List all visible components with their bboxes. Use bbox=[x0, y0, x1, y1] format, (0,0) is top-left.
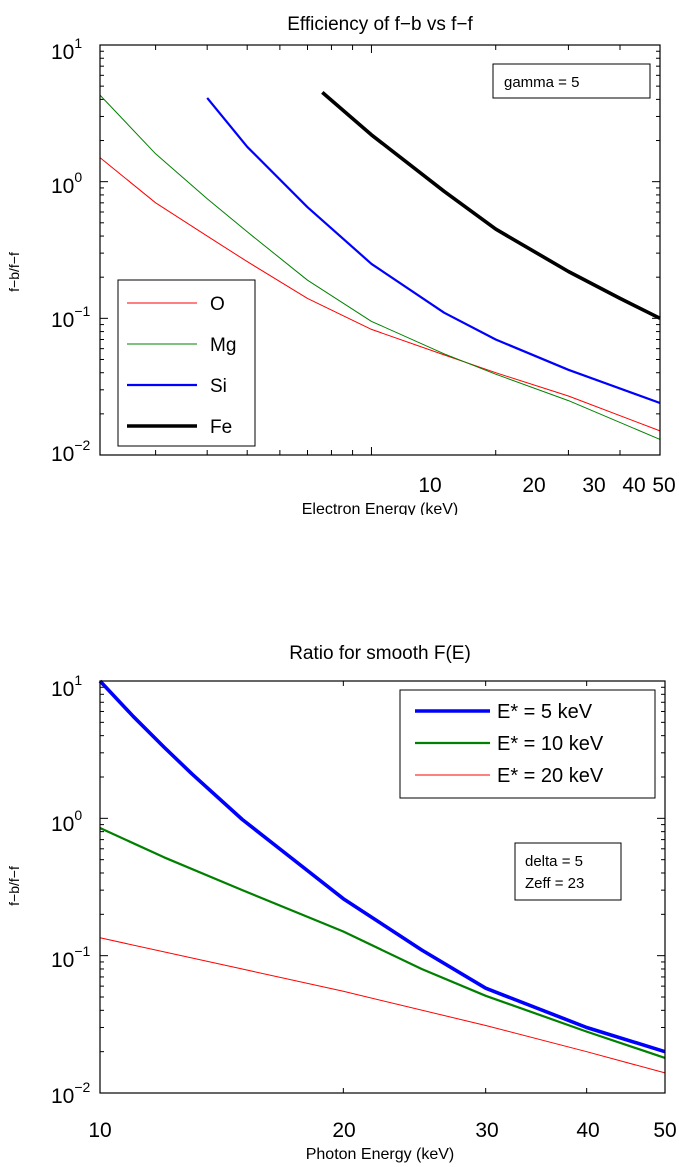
legend-label: Fe bbox=[210, 417, 232, 438]
y-axis-label: f−b/f−f bbox=[6, 252, 22, 292]
annotation-delta: delta = 5 bbox=[525, 853, 583, 870]
x-tick-label: 40 bbox=[622, 474, 645, 497]
y-axis-label: f−b/f−f bbox=[6, 866, 22, 906]
legend-label: E* = 5 keV bbox=[497, 701, 593, 723]
chart-efficiency: Efficiency of f−b vs f−f f−b/f−f Electro… bbox=[6, 14, 676, 518]
x-axis-label-clip: Electron Energy (keV) bbox=[302, 501, 459, 518]
series-line-0 bbox=[98, 679, 666, 1054]
series-group bbox=[98, 679, 666, 1074]
y-tick-label: 100 bbox=[51, 807, 82, 836]
y-tick-label: 10−2 bbox=[51, 1079, 91, 1108]
x-tick-label: 50 bbox=[652, 474, 675, 497]
annotation-box: gamma = 5 bbox=[492, 63, 651, 99]
x-tick-labels: 10 20 30 40 50 bbox=[418, 474, 675, 497]
legend-label: E* = 10 keV bbox=[497, 733, 604, 755]
x-tick-label: 50 bbox=[653, 1119, 676, 1142]
annotation-zeff: Zeff = 23 bbox=[525, 875, 584, 892]
plot-frame bbox=[99, 680, 666, 1094]
series-line-2 bbox=[206, 97, 661, 405]
x-tick-label: 10 bbox=[418, 474, 441, 497]
series-line-2 bbox=[99, 937, 666, 1074]
x-tick-label: 30 bbox=[582, 474, 605, 497]
x-tick-label: 10 bbox=[88, 1119, 111, 1142]
x-axis-label: Electron Energy (keV) bbox=[302, 501, 459, 518]
y-tick-labels: 101 100 10−1 10−2 bbox=[51, 35, 91, 466]
chart-title: Efficiency of f−b vs f−f bbox=[287, 14, 473, 35]
y-tick-labels: 101 100 10−1 10−2 bbox=[51, 672, 91, 1108]
y-tick-label: 101 bbox=[51, 35, 82, 64]
legend-box bbox=[117, 279, 256, 447]
annotation-box: delta = 5 Zeff = 23 bbox=[514, 842, 622, 901]
x-tick-label: 20 bbox=[522, 474, 545, 497]
annotation-gamma: gamma = 5 bbox=[504, 74, 579, 91]
y-tick-label: 10−1 bbox=[51, 303, 91, 332]
plot-frame bbox=[99, 44, 661, 456]
axis-ticks bbox=[100, 44, 661, 456]
legend-label: Si bbox=[210, 376, 227, 397]
y-tick-label: 10−2 bbox=[51, 437, 91, 466]
x-tick-labels: 10 20 30 40 50 bbox=[88, 1119, 676, 1142]
series-line-3 bbox=[321, 91, 661, 320]
legend: O Mg Si Fe bbox=[117, 279, 256, 447]
chart-title: Ratio for smooth F(E) bbox=[289, 643, 471, 664]
series-line-1 bbox=[99, 826, 666, 1059]
legend-label: Mg bbox=[210, 335, 236, 356]
y-tick-label: 100 bbox=[51, 169, 82, 198]
x-axis-label: Photon Energy (keV) bbox=[306, 1146, 455, 1163]
legend: E* = 5 keV E* = 10 keV E* = 20 keV bbox=[399, 689, 656, 799]
legend-label: E* = 20 keV bbox=[497, 765, 604, 787]
x-tick-label: 20 bbox=[332, 1119, 355, 1142]
y-tick-label: 10−1 bbox=[51, 943, 91, 972]
legend-label: O bbox=[210, 294, 225, 315]
series-line-1 bbox=[99, 94, 661, 440]
chart-ratio-smooth: Ratio for smooth F(E) f−b/f−f Photon Ene… bbox=[6, 643, 677, 1163]
x-tick-label: 30 bbox=[475, 1119, 498, 1142]
series-line-0 bbox=[99, 157, 661, 432]
x-tick-label: 40 bbox=[576, 1119, 599, 1142]
y-tick-label: 101 bbox=[51, 672, 82, 701]
series-group bbox=[99, 91, 661, 440]
